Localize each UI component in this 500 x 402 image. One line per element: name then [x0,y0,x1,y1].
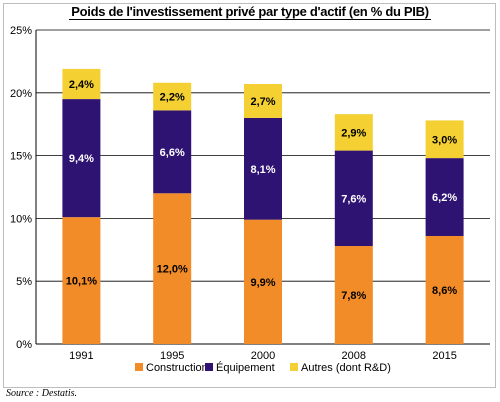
y-tick-label: 20% [10,88,32,100]
bar-construction-1995 [153,193,192,344]
data-label: 8,1% [250,164,275,176]
bar-construction-1991 [62,217,101,344]
legend-swatch-autres-dont-r-d [290,363,298,371]
y-tick-label: 15% [10,151,32,163]
bar-autres-dont-r-d-2008 [334,114,373,151]
legend-swatch-construction [135,363,143,371]
legend-label-construction: Construction [146,362,208,374]
data-label: 9,9% [250,277,275,289]
bar-construction-2015 [425,235,464,344]
x-tick-label: 1995 [160,350,184,362]
source-note: Source : Destatis. [6,388,78,399]
bar-autres-dont-r-d-1991 [62,68,101,100]
bar-quipement-1991 [62,99,101,218]
bar-quipement-2008 [334,150,373,247]
x-tick-label: 2015 [432,350,456,362]
data-label: 6,6% [160,147,185,159]
legend-label-quipement: Équipement [216,361,275,374]
data-label: 10,1% [66,276,97,288]
chart-title: Poids de l'investissement privé par type… [0,4,500,20]
chart-frame [3,3,496,388]
chart-title-text: Poids de l'investissement privé par type… [69,4,431,20]
y-tick-label: 5% [16,276,32,288]
bar-autres-dont-r-d-1995 [153,82,192,111]
x-tick-label: 2008 [342,350,366,362]
legend-swatch-quipement [205,363,213,371]
bar-construction-2008 [334,246,373,344]
bar-construction-2000 [244,219,282,344]
data-label: 9,4% [69,153,94,165]
bar-quipement-1995 [153,110,192,194]
legend-label-autres-dont-r-d: Autres (dont R&D) [301,362,391,374]
data-label: 12,0% [157,264,188,276]
data-label: 8,6% [432,285,457,297]
y-tick-label: 10% [10,213,32,225]
bar-autres-dont-r-d-2000 [244,84,282,118]
data-label: 2,9% [341,127,366,139]
data-label: 7,8% [341,290,366,302]
bar-autres-dont-r-d-2015 [425,120,464,159]
data-label: 2,4% [69,79,94,91]
data-label: 2,7% [250,96,275,108]
bar-quipement-2015 [425,158,464,236]
bar-quipement-2000 [244,117,282,220]
data-label: 2,2% [160,92,185,104]
x-tick-label: 2000 [251,350,275,362]
y-tick-label: 25% [10,25,32,37]
stacked-bar-chart: 0% 5% 10% 15% 20% 25% 10,1% 9,4% 2,4% 1991 12,0% 6,… [10,25,490,374]
data-label: 6,2% [432,192,457,204]
y-tick-label: 0% [16,339,32,351]
x-tick-label: 1991 [69,350,93,362]
data-label: 7,6% [341,193,366,205]
data-label: 3,0% [432,134,457,146]
